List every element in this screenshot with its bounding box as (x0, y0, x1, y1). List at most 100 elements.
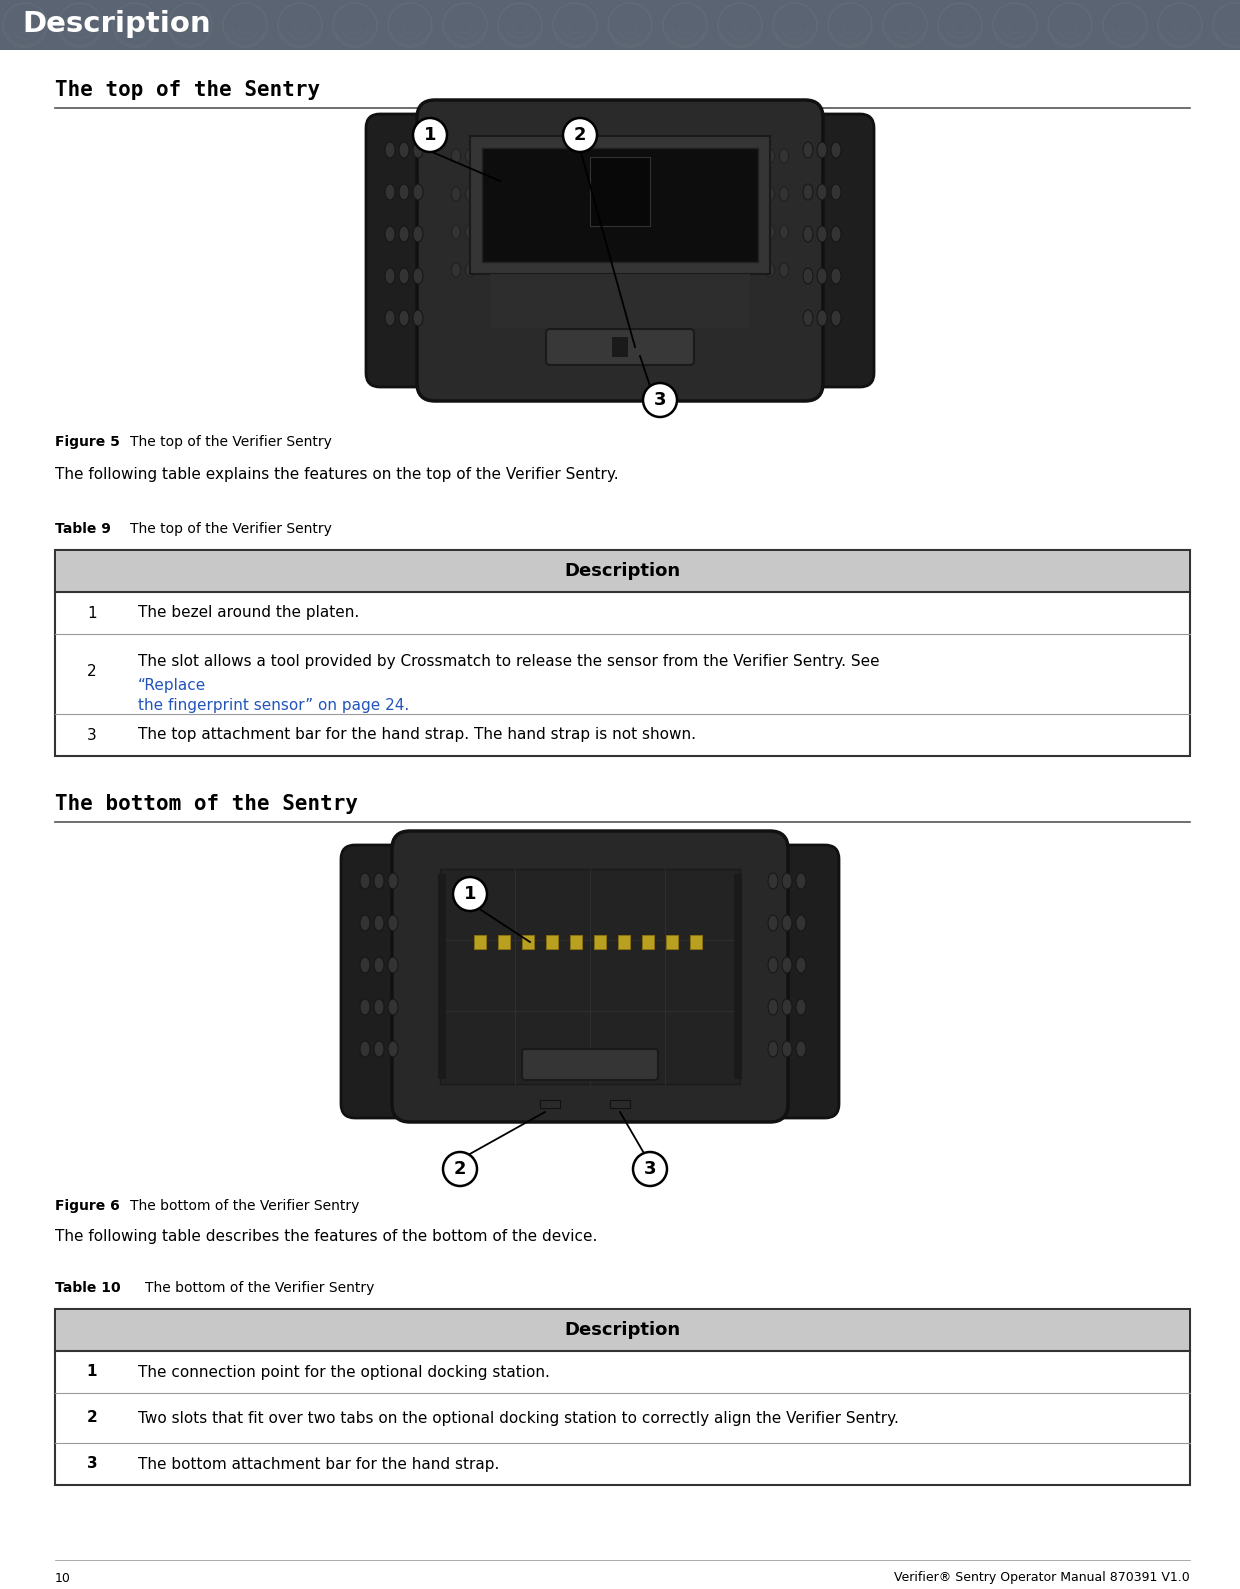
Ellipse shape (765, 226, 775, 238)
Text: 1: 1 (464, 885, 476, 903)
Ellipse shape (817, 226, 827, 242)
Bar (590, 157, 650, 226)
Ellipse shape (399, 310, 409, 326)
Ellipse shape (831, 269, 841, 284)
Ellipse shape (413, 141, 423, 157)
Ellipse shape (399, 226, 409, 242)
Ellipse shape (399, 141, 409, 157)
Bar (522, 934, 534, 949)
Ellipse shape (817, 310, 827, 326)
Ellipse shape (388, 999, 398, 1015)
Ellipse shape (765, 149, 775, 164)
Ellipse shape (451, 264, 460, 276)
Bar (55, 1309, 1190, 1486)
Text: The bezel around the platen.: The bezel around the platen. (138, 605, 360, 620)
Ellipse shape (782, 999, 792, 1015)
Bar (498, 934, 510, 949)
Text: Table 10: Table 10 (55, 1281, 120, 1295)
Bar (0, 0, 1240, 49)
FancyBboxPatch shape (341, 845, 432, 1119)
Bar (539, 1100, 560, 1108)
Text: 3: 3 (644, 1160, 656, 1177)
Text: Description: Description (22, 10, 211, 38)
Ellipse shape (804, 184, 813, 200)
Bar (546, 934, 558, 949)
Bar (570, 934, 582, 949)
Bar (642, 934, 653, 949)
Ellipse shape (451, 226, 460, 238)
Ellipse shape (360, 1041, 370, 1057)
Ellipse shape (413, 226, 423, 242)
Ellipse shape (782, 1041, 792, 1057)
Ellipse shape (374, 1041, 384, 1057)
Bar (594, 934, 606, 949)
Text: 2: 2 (454, 1160, 466, 1177)
Text: The top attachment bar for the hand strap. The hand strap is not shown.: The top attachment bar for the hand stra… (138, 728, 696, 742)
Ellipse shape (768, 957, 777, 972)
Bar (618, 934, 630, 949)
Text: Figure 5: Figure 5 (55, 435, 120, 450)
Ellipse shape (384, 184, 396, 200)
FancyBboxPatch shape (392, 831, 787, 1122)
Ellipse shape (388, 872, 398, 888)
Ellipse shape (796, 957, 806, 972)
Circle shape (443, 1152, 477, 1185)
Ellipse shape (804, 310, 813, 326)
Ellipse shape (768, 872, 777, 888)
Bar (666, 934, 678, 949)
Ellipse shape (451, 149, 460, 164)
Text: The connection point for the optional docking station.: The connection point for the optional do… (138, 1365, 549, 1379)
Circle shape (453, 877, 487, 910)
Text: The slot allows a tool provided by Crossmatch to release the sensor from the Ver: The slot allows a tool provided by Cross… (138, 655, 884, 669)
Ellipse shape (796, 999, 806, 1015)
Ellipse shape (384, 141, 396, 157)
Text: The bottom of the Sentry: The bottom of the Sentry (55, 794, 358, 814)
FancyBboxPatch shape (749, 845, 839, 1119)
Circle shape (644, 383, 677, 416)
Ellipse shape (374, 915, 384, 931)
Bar (734, 874, 742, 1079)
Text: 1: 1 (87, 605, 97, 620)
Bar (689, 934, 702, 949)
Ellipse shape (780, 149, 789, 164)
Ellipse shape (817, 269, 827, 284)
Text: 2: 2 (574, 126, 587, 145)
Ellipse shape (360, 915, 370, 931)
FancyBboxPatch shape (366, 114, 456, 388)
Ellipse shape (465, 226, 475, 238)
Ellipse shape (782, 957, 792, 972)
Text: 2: 2 (87, 1411, 98, 1425)
Ellipse shape (451, 188, 460, 200)
Ellipse shape (780, 188, 789, 200)
Text: The following table explains the features on the top of the Verifier Sentry.: The following table explains the feature… (55, 467, 619, 481)
Circle shape (413, 118, 446, 153)
Bar (482, 148, 758, 262)
Text: The top of the Sentry: The top of the Sentry (55, 79, 320, 100)
Ellipse shape (465, 264, 475, 276)
Ellipse shape (768, 1041, 777, 1057)
Ellipse shape (782, 915, 792, 931)
Bar (440, 869, 740, 1084)
Ellipse shape (831, 226, 841, 242)
Text: The top of the Verifier Sentry: The top of the Verifier Sentry (130, 523, 332, 535)
Ellipse shape (780, 264, 789, 276)
Ellipse shape (360, 872, 370, 888)
Ellipse shape (831, 141, 841, 157)
Text: the fingerprint sensor” on page 24.: the fingerprint sensor” on page 24. (138, 698, 409, 713)
Text: 10: 10 (55, 1572, 71, 1584)
Ellipse shape (388, 957, 398, 972)
Ellipse shape (804, 226, 813, 242)
Text: “Replace: “Replace (138, 679, 206, 693)
Text: The top of the Verifier Sentry: The top of the Verifier Sentry (130, 435, 332, 450)
Ellipse shape (780, 226, 789, 238)
Text: Description: Description (564, 1320, 681, 1340)
Ellipse shape (399, 184, 409, 200)
Text: The bottom attachment bar for the hand strap.: The bottom attachment bar for the hand s… (138, 1457, 500, 1471)
Text: Verifier® Sentry Operator Manual 870391 V1.0: Verifier® Sentry Operator Manual 870391 … (894, 1572, 1190, 1584)
Ellipse shape (831, 310, 841, 326)
Text: The bottom of the Verifier Sentry: The bottom of the Verifier Sentry (145, 1281, 374, 1295)
Ellipse shape (796, 872, 806, 888)
Ellipse shape (768, 915, 777, 931)
Bar (610, 1100, 630, 1108)
FancyBboxPatch shape (784, 114, 874, 388)
